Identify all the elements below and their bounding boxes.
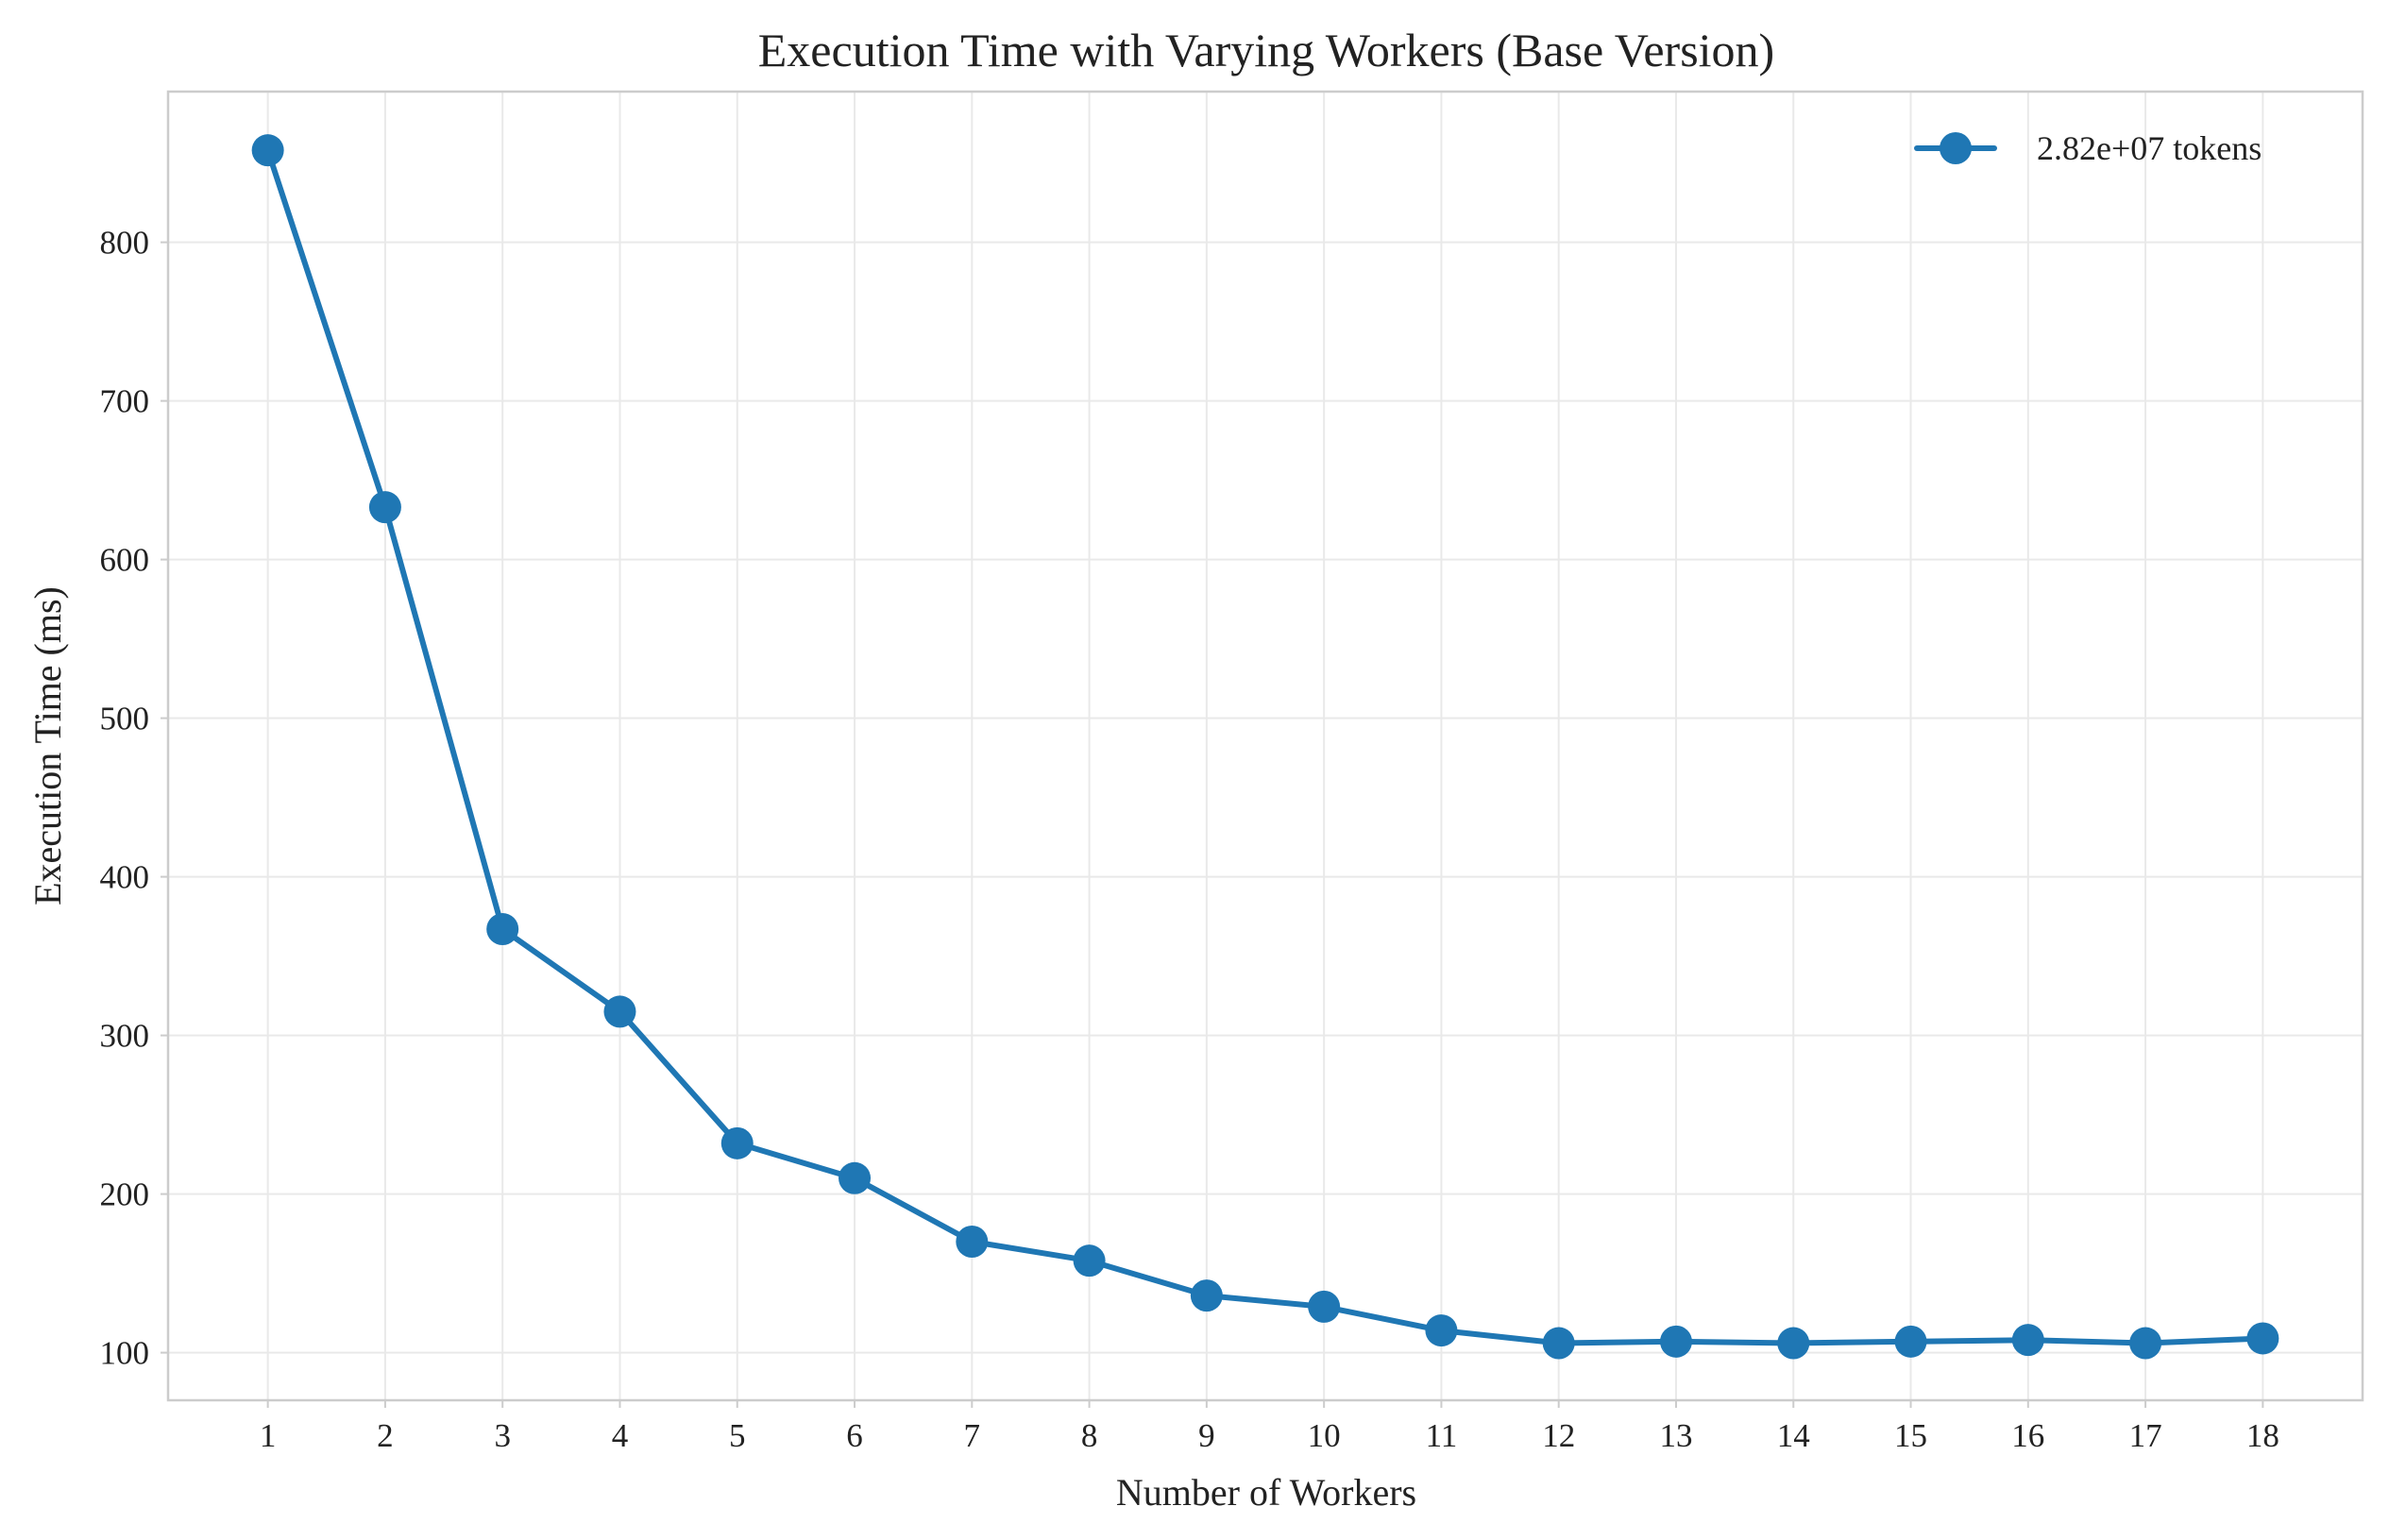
data-point	[1308, 1290, 1341, 1323]
series-layer	[251, 134, 2279, 1360]
x-tick-label: 14	[1777, 1417, 1810, 1454]
data-point	[2246, 1322, 2279, 1355]
data-point	[1777, 1327, 1810, 1360]
data-point	[1073, 1244, 1106, 1278]
x-tick-label: 11	[1426, 1417, 1458, 1454]
data-point	[2011, 1324, 2044, 1357]
plot-frame	[166, 90, 2364, 1402]
data-point	[1659, 1325, 1692, 1358]
x-tick-label: 18	[2246, 1417, 2279, 1454]
legend: 2.82e+07 tokens	[1914, 129, 2262, 167]
data-point	[1190, 1279, 1223, 1312]
series-line	[264, 147, 2266, 1346]
y-tick-label: 800	[100, 225, 150, 262]
x-tick-label: 9	[1198, 1417, 1215, 1454]
legend-marker-icon	[1940, 132, 1972, 164]
data-point	[1542, 1327, 1575, 1360]
y-tick-label: 200	[100, 1176, 150, 1213]
data-point	[603, 995, 636, 1028]
x-tick-label: 5	[729, 1417, 746, 1454]
x-tick-label: 7	[964, 1417, 981, 1454]
x-tick-label: 3	[494, 1417, 511, 1454]
x-tick-label: 2	[377, 1417, 394, 1454]
x-tick-label: 16	[2011, 1417, 2044, 1454]
x-tick-label: 8	[1081, 1417, 1098, 1454]
x-tick-label: 13	[1659, 1417, 1692, 1454]
data-point	[486, 913, 519, 946]
data-point	[720, 1126, 754, 1159]
x-tick-label: 10	[1308, 1417, 1341, 1454]
x-tick-label: 17	[2129, 1417, 2162, 1454]
y-tick-label: 500	[100, 701, 150, 737]
x-tick-label: 12	[1542, 1417, 1575, 1454]
y-tick-label: 700	[100, 383, 150, 420]
y-axis-label: Execution Time (ms)	[26, 586, 69, 905]
y-tick-label: 100	[100, 1335, 150, 1372]
data-point	[2129, 1327, 2162, 1360]
grid	[168, 92, 2363, 1400]
legend-label: 2.82e+07 tokens	[2037, 129, 2262, 167]
y-tick-label: 600	[100, 542, 150, 579]
axis-ticks: 1 2 3 4 5 6 7 8 9 10 11 12 13 14 15 16 17 181002003004005…	[100, 225, 2279, 1454]
y-tick-label: 400	[100, 859, 150, 896]
data-point	[251, 134, 284, 167]
x-tick-label: 4	[612, 1417, 629, 1454]
data-point	[1894, 1325, 1927, 1358]
data-point	[1425, 1314, 1458, 1347]
data-point	[956, 1226, 989, 1258]
x-axis-label: Number of Workers	[1116, 1471, 1416, 1514]
chart-title: Execution Time with Varying Workers (Bas…	[758, 24, 1774, 76]
x-tick-label: 15	[1894, 1417, 1927, 1454]
data-point	[368, 491, 401, 524]
data-point	[839, 1161, 872, 1194]
y-tick-label: 300	[100, 1018, 150, 1055]
x-tick-label: 6	[846, 1417, 863, 1454]
x-tick-label: 1	[260, 1417, 277, 1454]
